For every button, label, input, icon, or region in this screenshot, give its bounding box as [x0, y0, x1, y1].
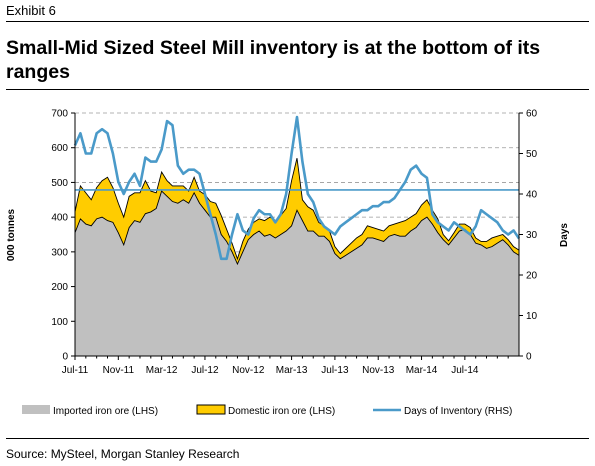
x-tick-label: Mar-12 [146, 365, 178, 376]
x-tick-label: Jul-11 [62, 365, 89, 376]
top-rule [6, 21, 589, 22]
days-of-inventory-line [73, 115, 521, 261]
title-rule [6, 89, 589, 90]
domestic-area [75, 158, 519, 265]
y-tick-label: 500 [51, 178, 68, 189]
y-tick-label: 300 [51, 247, 68, 258]
plot-lines [73, 115, 521, 261]
legend: Imported iron ore (LHS) Domestic iron ore… [22, 404, 512, 417]
y-tick-label: 0 [62, 352, 68, 363]
legend-label-days: Days of Inventory (RHS) [404, 406, 512, 417]
imported-area [75, 191, 519, 356]
legend-label-imported: Imported iron ore (LHS) [53, 406, 158, 417]
y-tick-label: 200 [51, 282, 68, 293]
y2-tick-label: 10 [526, 311, 538, 322]
x-tick-label: Nov-12 [232, 365, 265, 376]
y2-tick-label: 60 [526, 109, 538, 120]
y2-tick-label: 20 [526, 271, 538, 282]
legend-swatch-imported [22, 405, 50, 414]
y-axis-label: 000 tonnes [6, 208, 17, 261]
legend-label-domestic: Domestic iron ore (LHS) [228, 406, 335, 417]
x-tick-label: Jul-12 [191, 365, 219, 376]
legend-swatch-domestic [196, 404, 226, 415]
chart-title: Small-Mid Sized Steel Mill inventory is … [6, 37, 541, 83]
source-note: Source: MySteel, Morgan Stanley Research [6, 447, 240, 461]
x-tick-label: Mar-14 [406, 365, 438, 376]
x-tick-label: Mar-13 [276, 365, 308, 376]
y-tick-label: 700 [51, 109, 68, 120]
x-tick-label: Jul-13 [321, 365, 349, 376]
x-tick-label: Jul-14 [451, 365, 479, 376]
y2-tick-label: 50 [526, 149, 538, 160]
x-tick-label: Nov-11 [103, 365, 135, 376]
domestic-outline [74, 158, 520, 261]
y-tick-label: 100 [51, 317, 68, 328]
source-rule [6, 438, 589, 439]
exhibit-label: Exhibit 6 [6, 3, 56, 18]
y2-tick-label: 30 [526, 230, 538, 241]
y-tick-label: 400 [51, 213, 68, 224]
y2-axis-label: Days [559, 223, 570, 247]
axes: 0 100 200 300 400 500 600 700 0 10 20 30 40 50 60 Jul-1… [51, 109, 537, 377]
plot-areas [74, 158, 520, 356]
y2-tick-label: 40 [526, 190, 538, 201]
imported-outline [74, 190, 520, 266]
y-tick-label: 600 [51, 143, 68, 154]
y2-tick-label: 0 [526, 352, 532, 363]
x-tick-label: Nov-13 [362, 365, 395, 376]
